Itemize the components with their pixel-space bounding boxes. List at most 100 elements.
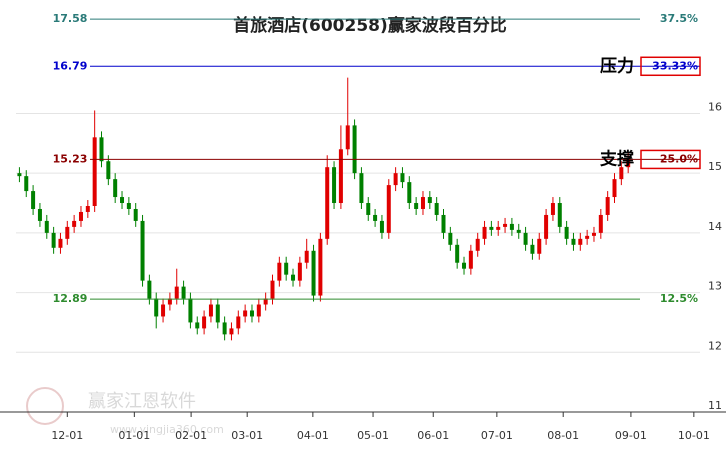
x-tick-label: 12-01 — [51, 429, 83, 442]
candle-body — [174, 286, 179, 299]
candle-body — [147, 280, 152, 299]
candle-body — [468, 250, 473, 269]
candle-body — [489, 226, 494, 230]
candle-body — [215, 304, 220, 323]
y-tick-label: 15 — [708, 160, 722, 173]
watermark-text: 赢家江恩软件 — [88, 390, 196, 412]
candle-body — [78, 211, 83, 221]
candle-body — [318, 238, 323, 296]
level-percent: 33.33% — [652, 59, 698, 72]
level-value: 16.79 — [53, 59, 88, 72]
candle-body — [585, 235, 590, 239]
x-tick-label: 01-01 — [118, 429, 150, 442]
watermark: 赢家江恩软件 www.yingjia360.com — [26, 387, 224, 436]
candle-body — [475, 238, 480, 251]
candle-body — [256, 304, 261, 317]
candle-body — [482, 226, 487, 239]
candle-body — [537, 238, 542, 254]
level-box — [640, 56, 701, 77]
candle-body — [120, 197, 125, 204]
candle-body — [332, 167, 337, 204]
x-tick-label: 07-01 — [481, 429, 513, 442]
candle-body — [297, 262, 302, 281]
candle-body — [523, 232, 528, 245]
level-value: 17.58 — [53, 12, 88, 25]
candle-body — [72, 220, 77, 227]
candle-body — [161, 304, 166, 317]
candle-body — [352, 125, 357, 174]
chart-title: 首旅酒店(600258)赢家波段百分比 — [233, 15, 507, 36]
annotation: 支撑 — [600, 148, 634, 169]
x-tick-label: 08-01 — [547, 429, 579, 442]
candle-body — [598, 214, 603, 233]
candle-body — [462, 262, 467, 269]
x-tick-label: 02-01 — [175, 429, 207, 442]
candle-body — [420, 197, 425, 209]
candle-body — [58, 238, 63, 248]
candle-body — [277, 262, 282, 281]
y-tick-label: 16 — [708, 100, 722, 113]
candle-body — [195, 322, 200, 329]
candle-body — [619, 167, 624, 180]
y-tick-label: 13 — [708, 280, 722, 293]
candle-body — [222, 322, 227, 335]
candle-body — [509, 223, 514, 230]
candle-body — [379, 220, 384, 233]
candle-body — [345, 125, 350, 150]
candle-body — [92, 137, 97, 206]
candle-body — [236, 316, 241, 329]
candle-body — [249, 310, 254, 317]
level-percent: 25.0% — [660, 152, 698, 165]
candle-body — [427, 197, 432, 204]
candle-body — [126, 203, 131, 209]
candle-body — [434, 203, 439, 215]
candle-body — [400, 173, 405, 183]
candle-body — [325, 167, 330, 239]
level-box — [640, 149, 701, 170]
candle-body — [202, 316, 207, 329]
candle-body — [304, 250, 309, 263]
candle-body — [113, 179, 118, 198]
candle-body — [571, 238, 576, 245]
candle-body — [181, 286, 186, 299]
level-value: 12.89 — [53, 292, 88, 305]
candle-body — [31, 191, 36, 209]
x-tick-label: 03-01 — [231, 429, 263, 442]
candle-body — [229, 328, 234, 335]
candle-body — [530, 244, 535, 254]
candle-body — [338, 149, 343, 204]
candle-body — [243, 310, 248, 317]
candle-body — [414, 203, 419, 209]
candle-body — [51, 232, 56, 248]
level-percent: 37.5% — [660, 12, 698, 25]
candle-body — [550, 203, 555, 215]
x-tick-label: 10-01 — [678, 429, 710, 442]
y-tick-label: 14 — [708, 220, 722, 233]
candle-body — [311, 250, 316, 296]
candle-body — [270, 280, 275, 299]
y-tick-label: 12 — [708, 339, 722, 352]
candle-body — [85, 206, 90, 212]
x-tick-label: 04-01 — [297, 429, 329, 442]
candle-body — [448, 232, 453, 245]
candle-body — [591, 232, 596, 236]
candle-body — [564, 226, 569, 239]
candle-body — [208, 304, 213, 317]
candle-body — [557, 203, 562, 227]
candle-body — [154, 298, 159, 317]
level-value: 15.23 — [53, 152, 88, 165]
candle-body — [393, 173, 398, 186]
watermark-url: www.yingjia360.com — [110, 423, 224, 436]
level-percent: 12.5% — [660, 292, 698, 305]
annotation: 压力 — [600, 55, 634, 76]
candle-body — [578, 238, 583, 245]
candle-body — [605, 197, 610, 215]
candle-body — [407, 182, 412, 204]
candle-body — [441, 214, 446, 233]
candle-body — [167, 298, 172, 305]
candle-body — [544, 214, 549, 239]
candle-body — [455, 244, 460, 263]
candle-body — [496, 226, 501, 230]
candle-body — [516, 229, 521, 233]
